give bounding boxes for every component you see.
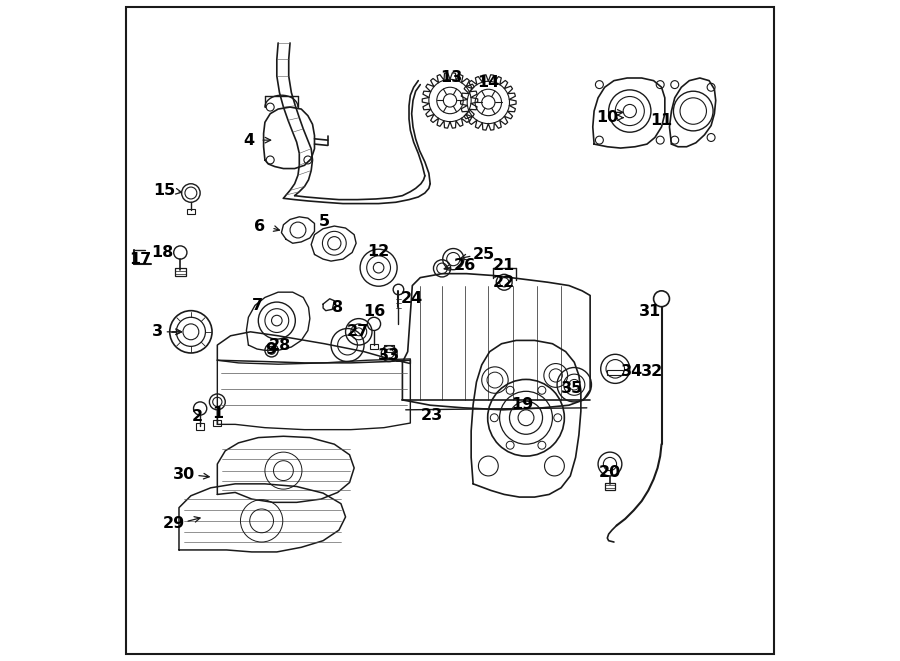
Text: 31: 31 <box>638 305 661 319</box>
Text: 32: 32 <box>641 364 662 379</box>
Text: 7: 7 <box>251 298 263 313</box>
Text: 30: 30 <box>173 467 195 482</box>
Text: 15: 15 <box>153 183 176 198</box>
Text: 19: 19 <box>511 397 534 412</box>
Text: 22: 22 <box>493 276 516 290</box>
Bar <box>605 483 616 490</box>
Bar <box>187 209 195 214</box>
Text: 26: 26 <box>454 258 476 273</box>
Text: 17: 17 <box>130 252 152 266</box>
Text: 25: 25 <box>473 247 496 262</box>
Text: 8: 8 <box>332 300 343 315</box>
Text: 34: 34 <box>621 364 643 379</box>
Bar <box>370 344 378 349</box>
Text: 3: 3 <box>152 325 164 339</box>
Bar <box>196 423 204 430</box>
Text: 18: 18 <box>151 245 174 260</box>
Text: 27: 27 <box>346 325 369 339</box>
Bar <box>213 420 221 426</box>
Text: 9: 9 <box>265 342 275 356</box>
Text: 4: 4 <box>243 133 254 147</box>
Bar <box>175 268 185 276</box>
Text: 33: 33 <box>378 348 400 363</box>
Text: 11: 11 <box>651 113 672 128</box>
Text: 21: 21 <box>493 258 516 273</box>
Bar <box>608 370 623 375</box>
Text: 10: 10 <box>596 110 618 125</box>
Text: 5: 5 <box>319 214 330 229</box>
Text: 23: 23 <box>420 408 443 422</box>
Text: 24: 24 <box>400 292 423 306</box>
Text: 20: 20 <box>598 465 621 480</box>
Text: 28: 28 <box>268 338 291 352</box>
Text: 13: 13 <box>440 71 463 85</box>
Text: 1: 1 <box>212 406 223 420</box>
Text: 29: 29 <box>163 516 184 531</box>
Text: 12: 12 <box>367 244 390 258</box>
Text: 14: 14 <box>477 75 500 90</box>
Text: 16: 16 <box>363 305 385 319</box>
Text: 35: 35 <box>562 381 583 396</box>
Text: 2: 2 <box>192 409 203 424</box>
Text: 6: 6 <box>254 219 266 233</box>
